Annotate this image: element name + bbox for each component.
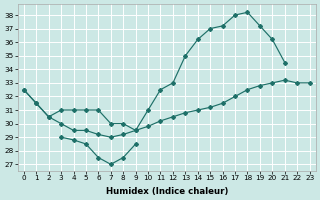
- X-axis label: Humidex (Indice chaleur): Humidex (Indice chaleur): [106, 187, 228, 196]
